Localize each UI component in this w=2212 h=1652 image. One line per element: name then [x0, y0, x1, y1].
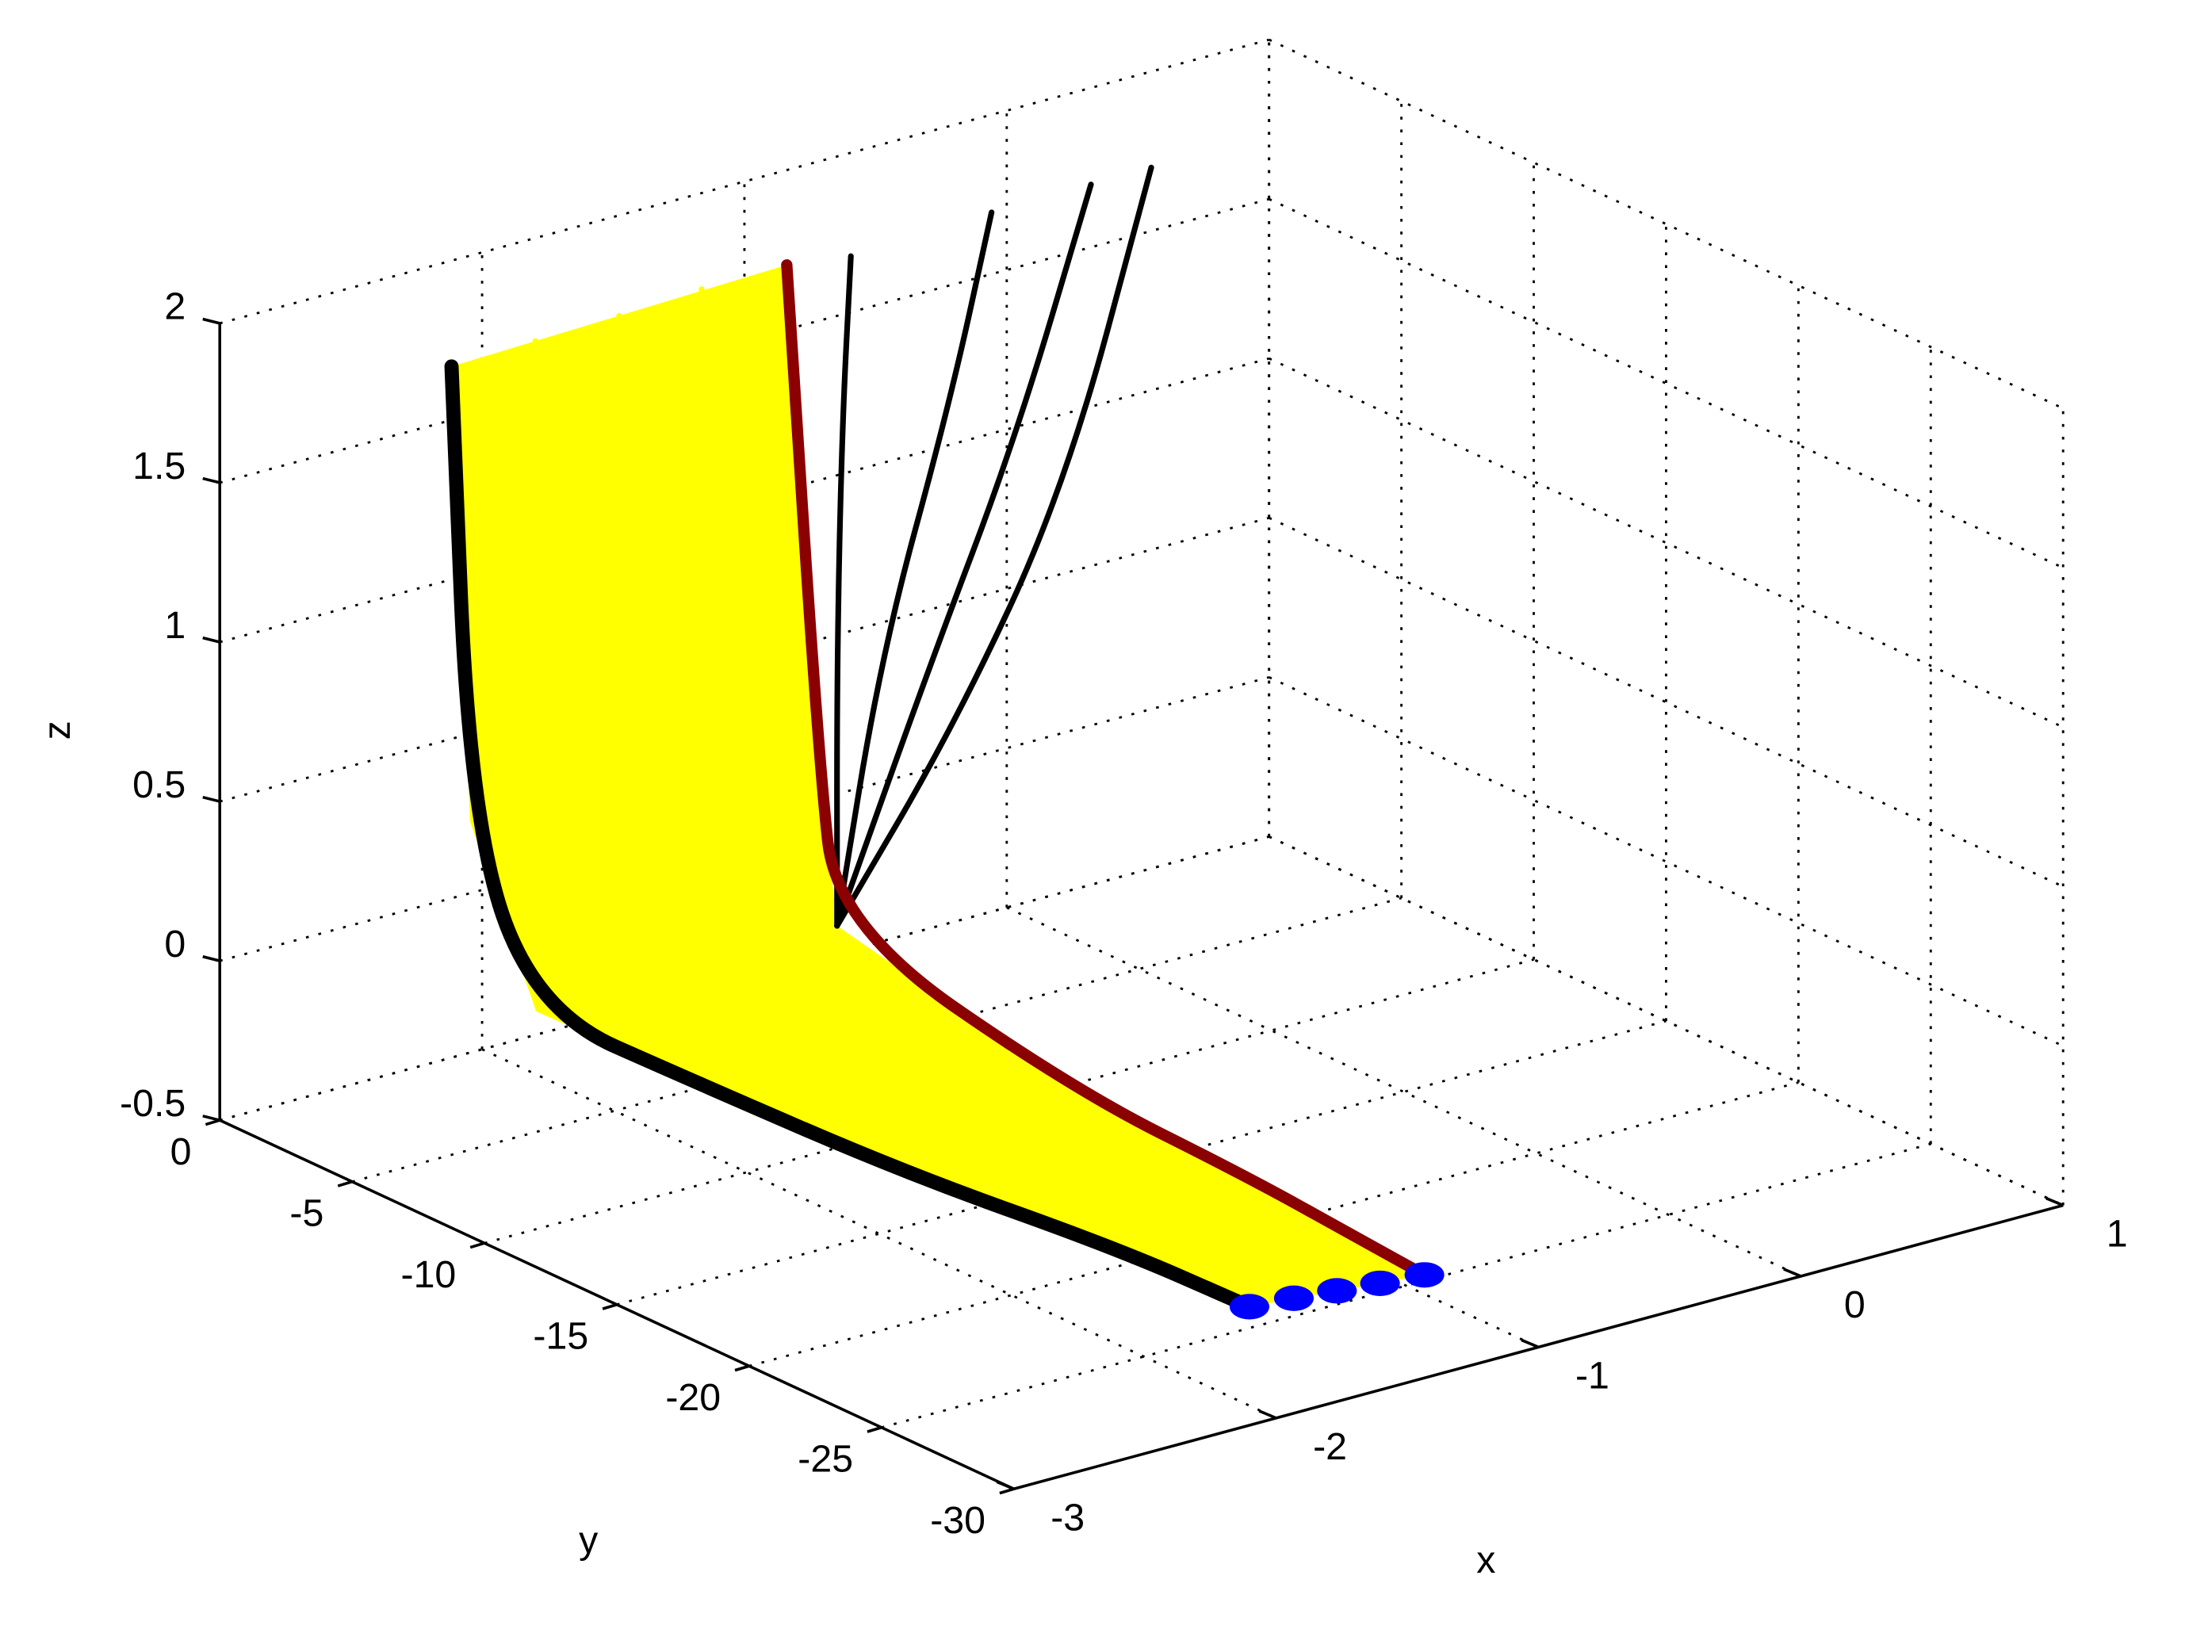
grid-line: [219, 197, 2064, 569]
x-axis-label: x: [1476, 1539, 1495, 1581]
series-line: [834, 164, 1154, 929]
y-tick: [602, 1303, 618, 1310]
end-marker: [1404, 1262, 1445, 1288]
x-tick: [996, 1480, 1015, 1490]
x-tick-label: 1: [2107, 1213, 2128, 1256]
grid-line: [219, 675, 2064, 1047]
z-tick: [202, 476, 220, 484]
surface: [451, 265, 1425, 1307]
y-tick: [999, 1487, 1015, 1495]
y-tick-label: 0: [170, 1130, 192, 1173]
series-line: [834, 253, 854, 929]
x-tick-label: -1: [1575, 1355, 1609, 1398]
y-tick-label: -30: [930, 1499, 985, 1542]
grid-line: [219, 357, 2064, 728]
y-tick: [337, 1180, 353, 1187]
z-tick: [202, 636, 220, 644]
z-tick: [202, 795, 220, 803]
series-line: [616, 312, 1340, 1294]
grid-line: [219, 836, 2064, 1206]
series-line: [532, 338, 1297, 1302]
x-tick: [1521, 1338, 1540, 1349]
z-tick-label: 1: [164, 604, 186, 647]
series-line: [698, 286, 1383, 1287]
end-marker: [1273, 1285, 1314, 1311]
y-tick-label: -20: [665, 1376, 721, 1419]
z-axis-label: z: [36, 721, 78, 740]
end-marker: [1229, 1294, 1269, 1320]
x-tick: [1258, 1409, 1277, 1420]
z-tick: [202, 1115, 220, 1122]
x-tick-label: 0: [1844, 1283, 1866, 1326]
y-axis-label: y: [579, 1519, 599, 1562]
z-tick-label: 0.5: [132, 763, 186, 806]
x-tick-label: -3: [1051, 1496, 1085, 1539]
grid-line: [1005, 110, 1801, 1278]
grid-line: [1013, 408, 2065, 1490]
grid-line: [351, 101, 1403, 1184]
x-tick: [2046, 1196, 2064, 1207]
z-tick: [202, 317, 220, 325]
y-tick: [469, 1241, 485, 1249]
series-line: [834, 182, 1094, 929]
series-line: [834, 209, 995, 929]
y-tick-label: -15: [533, 1314, 588, 1357]
grid-line: [219, 38, 2064, 410]
x-tick-label: -2: [1313, 1425, 1347, 1468]
grid-line: [748, 285, 1800, 1367]
series-line: [444, 359, 1257, 1314]
y-tick: [734, 1364, 750, 1372]
y-tick-label: -5: [289, 1191, 323, 1234]
z-tick-label: 1.5: [132, 445, 186, 488]
grid-line: [616, 224, 1667, 1306]
grid-line: [484, 163, 1535, 1245]
z-tick-label: -0.5: [120, 1082, 186, 1125]
end-marker: [1360, 1270, 1400, 1297]
end-marker: [1317, 1278, 1357, 1304]
grid-line: [881, 346, 1932, 1429]
series-line: [781, 259, 1430, 1281]
z-tick: [202, 955, 220, 962]
z-tick-label: 2: [164, 285, 186, 328]
y-tick-label: -10: [400, 1253, 456, 1296]
y-tick-label: -25: [798, 1437, 853, 1480]
y-tick: [867, 1426, 882, 1433]
grid-line: [219, 516, 2064, 888]
x-tick: [1783, 1268, 1802, 1278]
z-tick-label: 0: [164, 923, 186, 966]
